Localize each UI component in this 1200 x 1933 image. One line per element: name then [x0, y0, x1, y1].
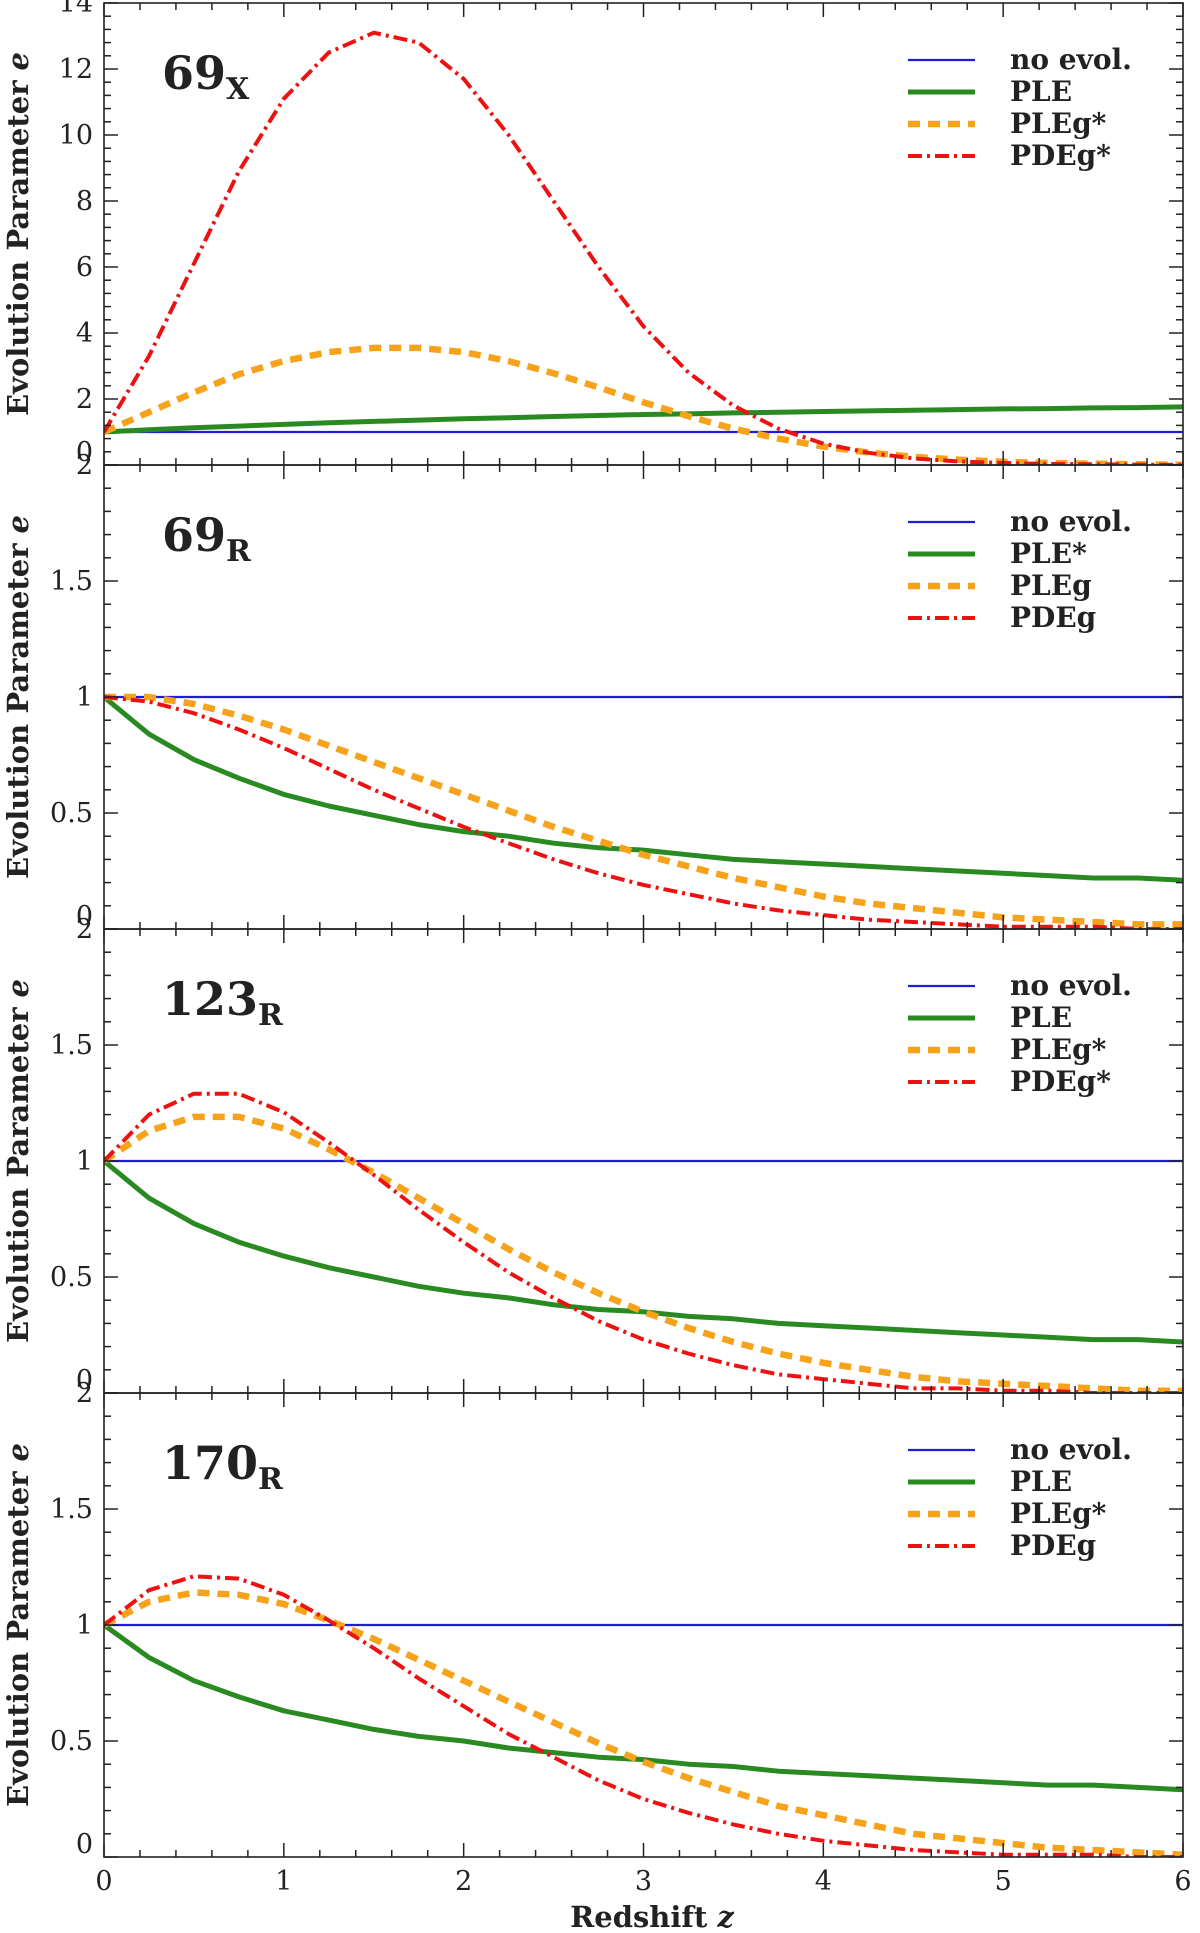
y-tick-label: 1.5 — [50, 1494, 93, 1525]
legend-label: no evol. — [1010, 505, 1132, 538]
panel-4: 0 0.5 1 1.5 2 0 1 2 3 4 5 6 Evolution Parameter e 170… — [1, 1378, 1192, 1897]
y-tick-label: 0 — [76, 901, 93, 932]
y-tick-label: 2 — [76, 1378, 93, 1409]
legend-label: PDEg — [1010, 1529, 1096, 1562]
y-axis-title: Evolution Parameter e — [1, 979, 35, 1343]
panel-2: 0 0.5 1 1.5 2 Evolution Parameter e 69R no evol… — [1, 450, 1184, 932]
y-tick-label: 1.5 — [50, 1030, 93, 1061]
legend-label: PLEg* — [1010, 1497, 1107, 1530]
legend-label: PDEg* — [1010, 139, 1111, 172]
panel-label: 170R — [162, 1436, 284, 1497]
y-tick-label: 0.5 — [50, 1262, 93, 1293]
x-tick-label: 0 — [95, 1866, 112, 1897]
series-line-pleg- — [104, 1589, 1183, 1857]
y-tick-label: 8 — [76, 186, 93, 217]
y-tick-label: 4 — [76, 318, 93, 349]
legend-label: no evol. — [1010, 1433, 1132, 1466]
y-tick-label: 2 — [76, 384, 93, 415]
panel-1: 0 2 4 6 8 10 12 14 Evolution Parameter e 69X no ev… — [1, 0, 1184, 468]
legend-label: PLE — [1010, 1001, 1072, 1034]
y-tick-label: 1 — [76, 682, 93, 713]
legend-label: PDEg — [1010, 601, 1096, 634]
y-tick-label: 1 — [76, 1610, 93, 1641]
legend-label: PLEg — [1010, 569, 1092, 602]
series-line-ple — [104, 1159, 1183, 1345]
y-axis-title: Evolution Parameter e — [1, 515, 35, 879]
y-tick-label: 12 — [59, 54, 93, 85]
panel-3: 0 0.5 1 1.5 2 Evolution Parameter e 123R no evo… — [1, 914, 1184, 1396]
series-line-pdeg — [104, 1574, 1183, 1857]
series-line-ple — [104, 1622, 1183, 1793]
y-axis-title: Evolution Parameter e — [1, 1443, 35, 1807]
y-tick-label: 6 — [76, 252, 93, 283]
series-line-ple- — [104, 695, 1183, 883]
y-tick-label: 14 — [59, 0, 93, 19]
y-tick-label: 2 — [76, 450, 93, 481]
y-tick-label: 0.5 — [50, 1726, 93, 1757]
y-tick-label: 1 — [76, 1146, 93, 1177]
series-line-ple — [104, 404, 1183, 435]
series-line-pdeg- — [104, 1091, 1183, 1393]
y-tick-label: 0 — [76, 437, 93, 468]
y-tick-label: 10 — [59, 120, 93, 151]
series-line-pleg- — [104, 1113, 1183, 1393]
legend-label: no evol. — [1010, 969, 1132, 1002]
legend-label: PLE — [1010, 75, 1072, 108]
x-tick-label: 2 — [455, 1866, 472, 1897]
y-tick-label: 0 — [76, 1365, 93, 1396]
x-tick-label: 5 — [995, 1866, 1012, 1897]
panel-label: 69R — [162, 508, 252, 569]
x-axis-title: Redshift z — [570, 1900, 734, 1933]
legend-label: PLEg* — [1010, 107, 1107, 140]
panel-label: 69X — [162, 46, 250, 107]
legend-label: PLE* — [1010, 537, 1087, 570]
y-tick-label: 1.5 — [50, 566, 93, 597]
y-tick-label: 0 — [76, 1829, 93, 1860]
y-tick-label: 0.5 — [50, 798, 93, 829]
panel-label: 123R — [162, 972, 284, 1033]
series-line-pdeg — [104, 695, 1183, 929]
y-axis-title: Evolution Parameter e — [1, 52, 35, 416]
legend-label: no evol. — [1010, 43, 1132, 76]
x-tick-label: 1 — [275, 1866, 292, 1897]
x-tick-label: 3 — [635, 1866, 652, 1897]
legend-label: PLEg* — [1010, 1033, 1107, 1066]
legend-label: PDEg* — [1010, 1065, 1111, 1098]
series-line-pleg — [104, 693, 1183, 928]
legend-label: PLE — [1010, 1465, 1072, 1498]
x-tick-label: 6 — [1174, 1866, 1191, 1897]
x-tick-label: 4 — [815, 1866, 832, 1897]
y-tick-label: 2 — [76, 914, 93, 945]
